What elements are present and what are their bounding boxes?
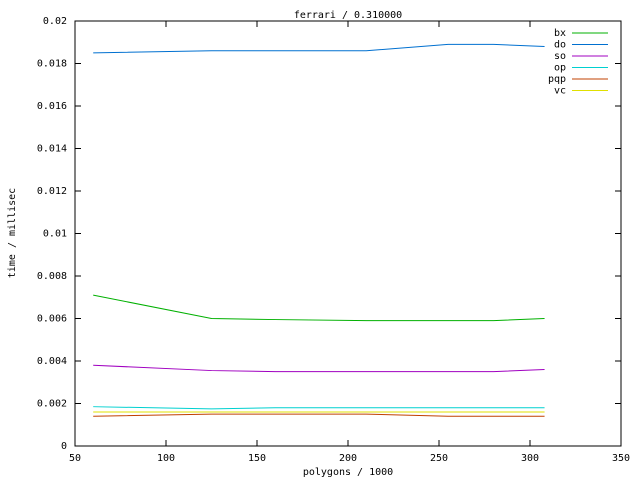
- x-tick-label: 50: [69, 453, 81, 464]
- y-tick-label: 0.014: [37, 144, 67, 155]
- y-tick-label: 0.018: [37, 59, 67, 70]
- x-axis-label: polygons / 1000: [303, 467, 393, 478]
- legend-label: do: [554, 40, 566, 51]
- y-tick-label: 0.002: [37, 399, 67, 410]
- y-tick-label: 0.008: [37, 271, 67, 282]
- x-tick-label: 200: [339, 453, 357, 464]
- series-line: [93, 294, 545, 322]
- x-tick-label: 150: [248, 453, 266, 464]
- x-tick-label: 350: [612, 453, 630, 464]
- legend-label: so: [554, 51, 566, 62]
- y-tick-label: 0.012: [37, 186, 67, 197]
- legend-label: pqp: [548, 74, 566, 85]
- chart-title: ferrari / 0.310000: [294, 10, 402, 21]
- y-tick-label: 0.006: [37, 314, 67, 325]
- y-tick-label: 0.004: [37, 356, 67, 367]
- x-tick-label: 100: [157, 453, 175, 464]
- series-line: [93, 406, 545, 410]
- y-tick-label: 0.02: [43, 16, 67, 27]
- series-line: [93, 364, 545, 373]
- legend-label: op: [554, 63, 566, 74]
- y-tick-label: 0.01: [43, 229, 67, 240]
- y-tick-label: 0: [61, 441, 67, 452]
- plot-frame: [74, 20, 622, 447]
- y-axis-label: time / millisec: [7, 188, 18, 278]
- legend-label: vc: [554, 86, 566, 97]
- y-tick-label: 0.016: [37, 101, 67, 112]
- series-line: [93, 43, 545, 54]
- legend-label: bx: [554, 28, 566, 39]
- x-tick-label: 250: [430, 453, 448, 464]
- x-tick-label: 300: [521, 453, 539, 464]
- series-line: [93, 413, 545, 417]
